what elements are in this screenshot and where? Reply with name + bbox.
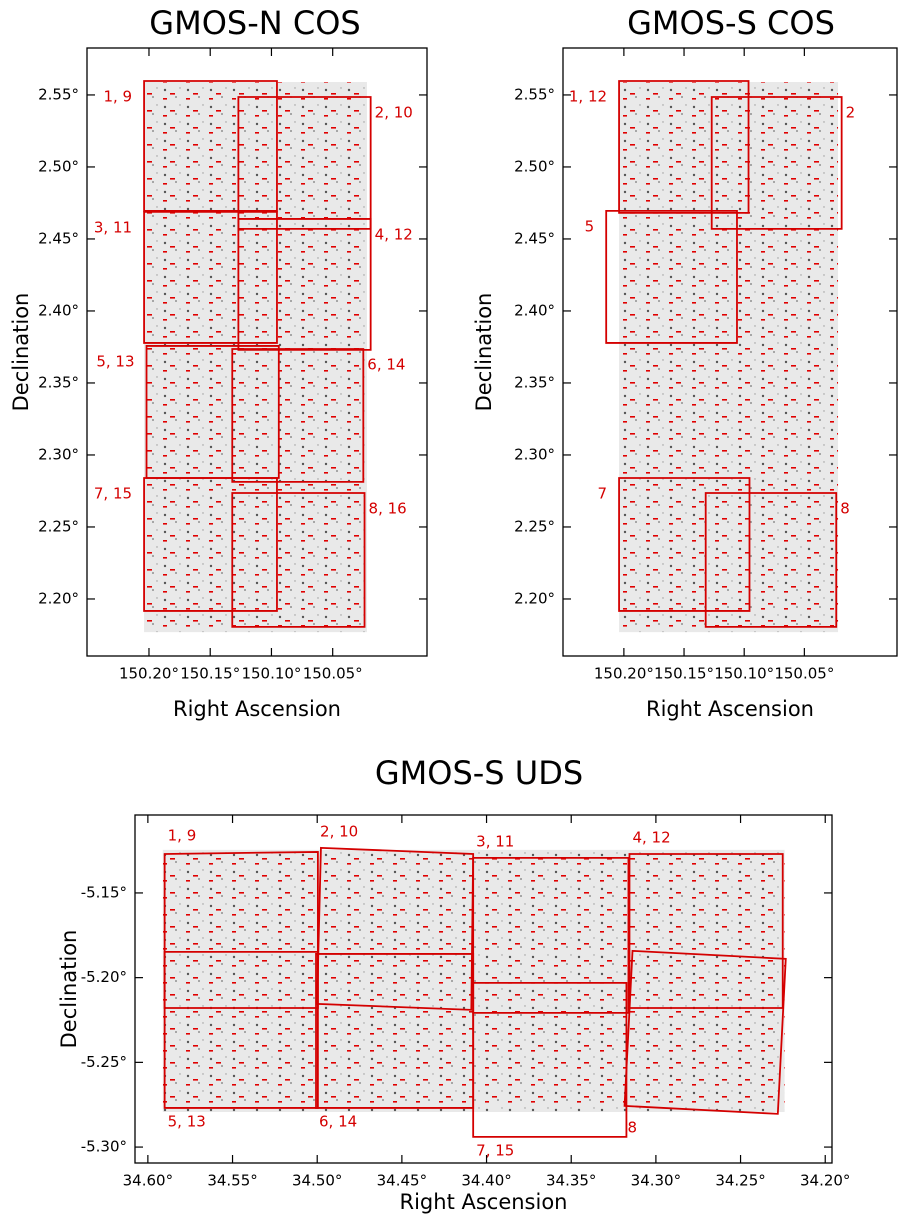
field-outline (143, 477, 278, 612)
x-tick-label: 150.05° (303, 665, 363, 683)
y-axis-label: Declination (472, 293, 496, 412)
field-label: 2, 10 (320, 822, 358, 840)
y-tick-label: 2.35° (514, 373, 555, 391)
field-outline (145, 345, 280, 479)
sky-image (619, 81, 839, 633)
y-tick-label: 2.40° (38, 301, 79, 319)
field-label: 1, 9 (168, 826, 197, 844)
field-outline (704, 492, 838, 628)
field-label: 5, 13 (96, 352, 134, 370)
x-tick-label: 150.05° (774, 665, 834, 683)
x-tick-label: 34.25° (715, 1172, 765, 1190)
field-label: 7 (598, 485, 608, 503)
x-tick-label: 34.20° (800, 1172, 850, 1190)
y-tick-label: 2.40° (514, 301, 555, 319)
field-label: 8 (840, 499, 850, 517)
field-label: 4, 12 (632, 828, 670, 846)
y-tick-label: 2.50° (514, 157, 555, 175)
axes-frame (562, 47, 898, 657)
field-label: 8, 16 (369, 499, 407, 517)
field-label: 8 (628, 1118, 638, 1136)
field-outline (143, 210, 278, 344)
y-tick-label: 2.20° (38, 589, 79, 607)
x-tick-label: 150.10° (241, 665, 301, 683)
x-tick-label: 34.55° (207, 1172, 257, 1190)
x-tick-label: 34.30° (631, 1172, 681, 1190)
field-label: 5, 13 (168, 1112, 206, 1130)
field-label: 7, 15 (94, 485, 132, 503)
y-tick-label: 2.20° (514, 589, 555, 607)
field-outline (618, 477, 751, 612)
y-tick-label: 2.50° (38, 157, 79, 175)
y-tick-label: 2.55° (514, 85, 555, 103)
y-tick-label: -5.15° (81, 883, 127, 901)
chart-title: GMOS-N COS (149, 4, 360, 42)
field-outline (231, 492, 366, 628)
field-outline (472, 982, 628, 1138)
y-tick-label: -5.20° (81, 968, 127, 986)
y-tick-label: 2.45° (514, 229, 555, 247)
field-outline (143, 80, 278, 212)
y-tick-label: 2.35° (38, 373, 79, 391)
x-tick-label: 150.15° (180, 665, 240, 683)
axes-frame (86, 47, 428, 657)
x-tick-label: 150.15° (654, 665, 714, 683)
field-label: 2 (846, 103, 856, 121)
x-tick-label: 34.50° (292, 1172, 342, 1190)
axes-frame (134, 814, 833, 1164)
x-tick-label: 34.60° (123, 1172, 173, 1190)
x-tick-label: 150.20° (119, 665, 179, 683)
field-outline (618, 80, 750, 214)
y-tick-label: -5.30° (81, 1138, 127, 1156)
y-tick-label: -5.25° (81, 1053, 127, 1071)
x-tick-label: 34.45° (377, 1172, 427, 1190)
chart-title: GMOS-S COS (627, 4, 835, 42)
field-label: 5 (585, 217, 595, 235)
x-tick-label: 150.10° (714, 665, 774, 683)
field-label: 1, 9 (103, 87, 132, 105)
x-axis-label: Right Ascension (173, 697, 341, 721)
field-outline (623, 949, 787, 1115)
y-tick-label: 2.25° (38, 517, 79, 535)
field-label: 3, 11 (94, 218, 132, 236)
field-outline (231, 348, 365, 483)
y-tick-label: 2.25° (514, 517, 555, 535)
field-outline (605, 209, 738, 344)
y-axis-label: Declination (9, 293, 33, 412)
field-label: 1, 12 (569, 87, 607, 105)
y-tick-label: 2.45° (38, 229, 79, 247)
x-axis-label: Right Ascension (646, 697, 814, 721)
field-label: 4, 12 (375, 225, 413, 243)
y-tick-label: 2.55° (38, 85, 79, 103)
y-tick-label: 2.30° (38, 445, 79, 463)
chart-title: GMOS-S UDS (375, 754, 583, 792)
y-tick-label: 2.30° (514, 445, 555, 463)
sky-image (144, 81, 367, 633)
y-axis-label: Declination (57, 930, 81, 1049)
x-tick-label: 150.20° (594, 665, 654, 683)
field-label: 2, 10 (375, 103, 413, 121)
field-label: 7, 15 (476, 1141, 514, 1159)
x-tick-label: 34.35° (546, 1172, 596, 1190)
field-outline (237, 218, 372, 351)
field-label: 6, 14 (367, 355, 405, 373)
field-outline (710, 96, 843, 230)
x-axis-label: Right Ascension (400, 1190, 568, 1214)
field-label: 6, 14 (319, 1112, 357, 1130)
field-label: 3, 11 (476, 832, 514, 850)
x-tick-label: 34.40° (461, 1172, 511, 1190)
